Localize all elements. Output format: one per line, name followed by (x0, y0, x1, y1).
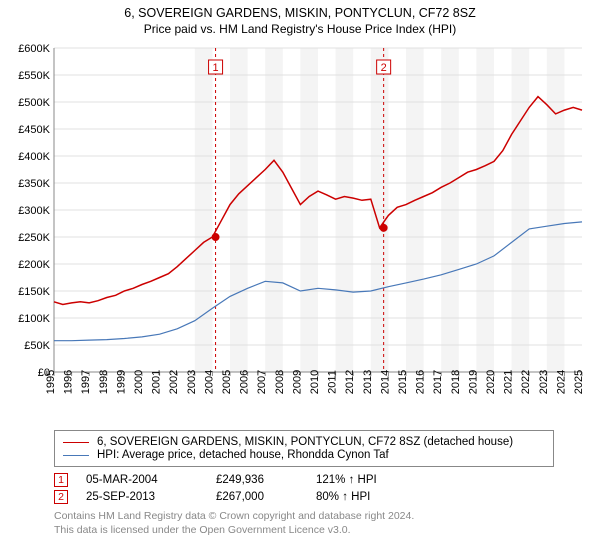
svg-text:2017: 2017 (432, 370, 444, 394)
legend-label-2: HPI: Average price, detached house, Rhon… (97, 449, 389, 461)
svg-text:2009: 2009 (291, 370, 303, 394)
svg-text:£450K: £450K (18, 124, 50, 136)
svg-text:2003: 2003 (186, 370, 198, 394)
page-title: 6, SOVEREIGN GARDENS, MISKIN, PONTYCLUN,… (10, 6, 590, 20)
svg-text:2019: 2019 (467, 370, 479, 394)
event-pct: 80% ↑ HPI (316, 491, 416, 503)
event-badge: 2 (54, 490, 68, 504)
svg-text:£500K: £500K (18, 97, 50, 109)
svg-text:2007: 2007 (256, 370, 268, 394)
footer-line-2: This data is licensed under the Open Gov… (54, 524, 590, 538)
legend-swatch-2 (63, 455, 89, 456)
svg-text:2001: 2001 (151, 370, 163, 394)
svg-text:2012: 2012 (344, 370, 356, 394)
svg-text:£150K: £150K (18, 286, 50, 298)
svg-text:2004: 2004 (203, 370, 215, 394)
svg-text:2021: 2021 (503, 370, 515, 394)
legend: 6, SOVEREIGN GARDENS, MISKIN, PONTYCLUN,… (54, 430, 554, 467)
legend-item-2: HPI: Average price, detached house, Rhon… (63, 449, 545, 461)
svg-text:2024: 2024 (555, 370, 567, 394)
svg-text:1998: 1998 (98, 370, 110, 394)
svg-text:£250K: £250K (18, 232, 50, 244)
svg-text:2018: 2018 (450, 370, 462, 394)
svg-text:2015: 2015 (397, 370, 409, 394)
svg-text:2000: 2000 (133, 370, 145, 394)
svg-text:2010: 2010 (309, 370, 321, 394)
legend-item-1: 6, SOVEREIGN GARDENS, MISKIN, PONTYCLUN,… (63, 436, 545, 448)
footer: Contains HM Land Registry data © Crown c… (54, 510, 590, 537)
event-row: 1 05-MAR-2004£249,936121% ↑ HPI (54, 473, 590, 487)
svg-text:2008: 2008 (274, 370, 286, 394)
svg-text:£100K: £100K (18, 313, 50, 325)
legend-label-1: 6, SOVEREIGN GARDENS, MISKIN, PONTYCLUN,… (97, 436, 513, 448)
svg-text:1: 1 (213, 62, 219, 74)
svg-text:£200K: £200K (18, 259, 50, 271)
svg-text:£50K: £50K (24, 340, 50, 352)
svg-text:2023: 2023 (538, 370, 550, 394)
event-price: £249,936 (216, 474, 316, 486)
svg-text:2025: 2025 (573, 370, 585, 394)
svg-text:2011: 2011 (327, 370, 339, 394)
footer-line-1: Contains HM Land Registry data © Crown c… (54, 510, 590, 524)
event-pct: 121% ↑ HPI (316, 474, 416, 486)
svg-text:2022: 2022 (520, 370, 532, 394)
svg-text:2014: 2014 (379, 370, 391, 394)
svg-text:2002: 2002 (168, 370, 180, 394)
svg-text:£600K: £600K (18, 43, 50, 55)
event-date: 05-MAR-2004 (86, 474, 216, 486)
event-price: £267,000 (216, 491, 316, 503)
event-badge: 1 (54, 473, 68, 487)
svg-text:1997: 1997 (80, 370, 92, 394)
svg-text:1996: 1996 (63, 370, 75, 394)
events-list: 1 05-MAR-2004£249,936121% ↑ HPI 2 25-SEP-20… (10, 473, 590, 504)
svg-text:1999: 1999 (115, 370, 127, 394)
event-row: 2 25-SEP-2013£267,00080% ↑ HPI (54, 490, 590, 504)
page-subtitle: Price paid vs. HM Land Registry's House … (10, 22, 590, 36)
svg-text:£350K: £350K (18, 178, 50, 190)
svg-text:2016: 2016 (415, 370, 427, 394)
legend-swatch-1 (63, 442, 89, 443)
svg-text:£400K: £400K (18, 151, 50, 163)
chart-svg: £0£50K£100K£150K£200K£250K£300K£350K£400… (10, 42, 590, 422)
event-date: 25-SEP-2013 (86, 491, 216, 503)
svg-text:2020: 2020 (485, 370, 497, 394)
svg-text:2: 2 (381, 62, 387, 74)
svg-text:£300K: £300K (18, 205, 50, 217)
svg-text:£550K: £550K (18, 70, 50, 82)
svg-text:2013: 2013 (362, 370, 374, 394)
svg-text:2006: 2006 (239, 370, 251, 394)
svg-text:1995: 1995 (45, 370, 57, 394)
price-chart: £0£50K£100K£150K£200K£250K£300K£350K£400… (10, 42, 590, 422)
svg-text:2005: 2005 (221, 370, 233, 394)
